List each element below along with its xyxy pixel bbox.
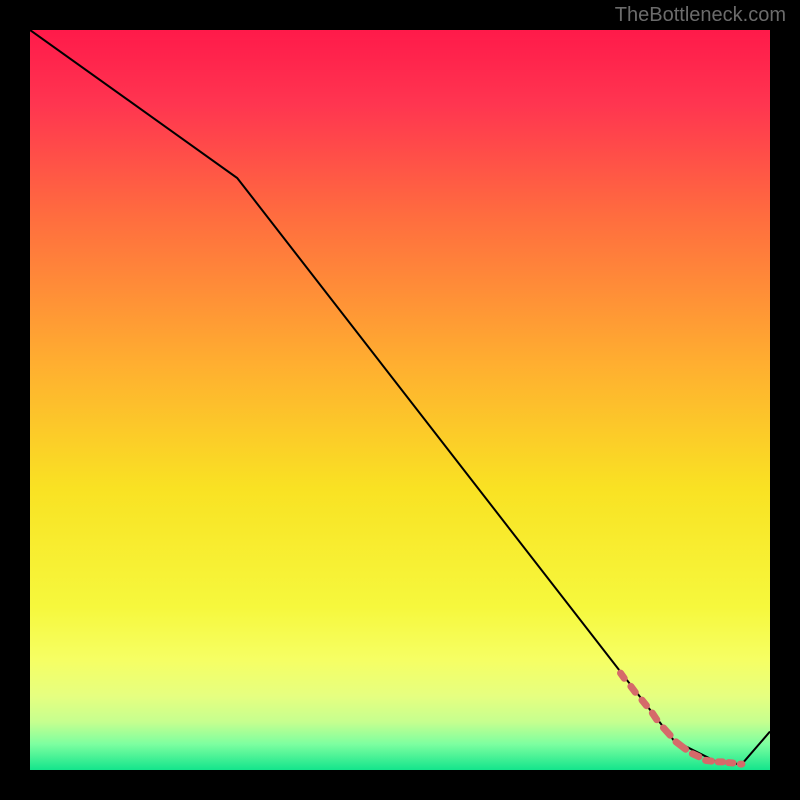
watermark-label: TheBottleneck.com [615,4,786,27]
chart-background [30,30,770,770]
dash-segment [663,728,670,735]
dash-segment [631,686,635,692]
dash-segment [652,713,656,720]
bottleneck-chart [30,30,770,770]
dash-segment [621,673,625,678]
dash-segment [706,760,712,761]
chart-svg [30,30,770,770]
dash-segment [642,700,646,706]
dash-segment [692,754,699,757]
